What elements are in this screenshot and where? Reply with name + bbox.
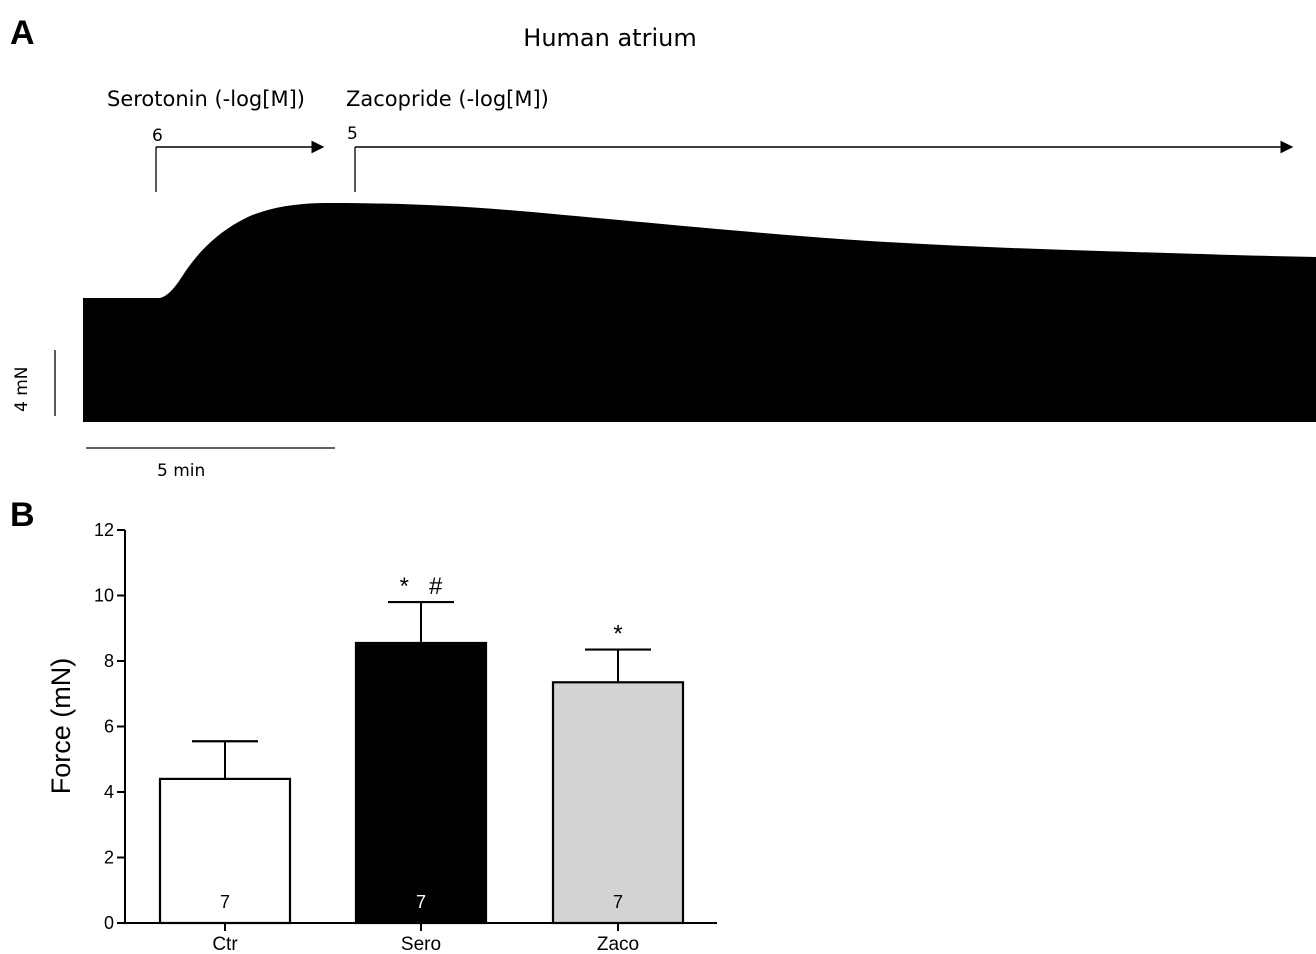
y-tick-label: 2 [104, 848, 114, 868]
panel-b: B Force (mN) 0 2 4 6 8 10 12 Ctr 7 Sero 7 * # Zaco 7 * [10, 496, 717, 954]
y-tick-label: 4 [104, 782, 114, 802]
significance-sero: * # [400, 573, 443, 600]
zacopride-label: Zacopride (-log[M]) [346, 87, 549, 111]
significance-zaco: * [613, 621, 622, 648]
bar-chart: 0 2 4 6 8 10 12 Ctr 7 Sero 7 * # Zaco 7 * [94, 520, 717, 954]
y-tick-label: 12 [94, 520, 114, 540]
bar-sero [354, 641, 488, 925]
y-axis-label: Force (mN) [46, 658, 76, 795]
x-tick-label: Ctr [212, 934, 238, 954]
n-label-ctr: 7 [220, 892, 230, 912]
force-scale-label: 4 mN [12, 367, 32, 413]
y-tick-label: 8 [104, 651, 114, 671]
time-scale-label: 5 min [157, 461, 205, 481]
y-tick-label: 6 [104, 717, 114, 737]
serotonin-conc: 6 [152, 126, 163, 146]
y-tick-label: 10 [94, 586, 114, 606]
n-label-sero: 7 [416, 892, 426, 912]
bar-ctr [158, 777, 292, 925]
x-tick-label: Sero [401, 934, 441, 954]
n-label-zaco: 7 [613, 892, 623, 912]
force-trace [83, 203, 1316, 422]
panel-a-letter: A [10, 14, 35, 52]
bar-zaco [551, 681, 685, 925]
panel-a: A Human atrium Serotonin (-log[M]) 6 Zac… [10, 14, 1316, 481]
zacopride-conc: 5 [347, 124, 358, 144]
panel-a-title: Human atrium [523, 24, 696, 52]
serotonin-label: Serotonin (-log[M]) [107, 87, 305, 111]
x-tick-label: Zaco [597, 934, 639, 954]
panel-b-letter: B [10, 496, 35, 534]
y-tick-label: 0 [104, 913, 114, 933]
